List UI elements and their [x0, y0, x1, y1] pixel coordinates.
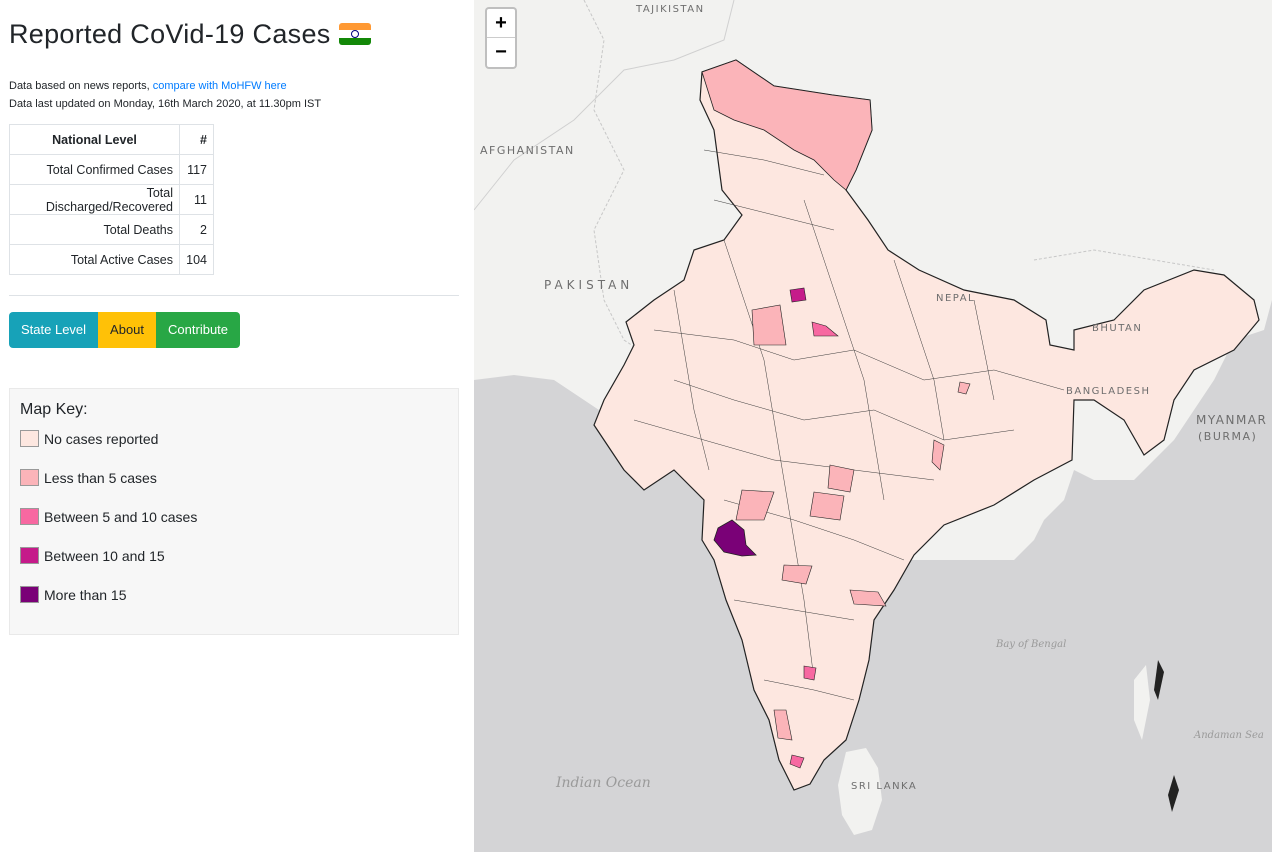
table-row: Total Discharged/Recovered 11 [9, 184, 214, 215]
legend-swatch [20, 430, 39, 447]
label-bangladesh: BANGLADESH [1066, 386, 1151, 397]
region-less-than-5 [931, 439, 945, 471]
region-5-to-10 [811, 321, 839, 337]
map-key: Map Key: No cases reported Less than 5 c… [9, 388, 459, 635]
legend-swatch [20, 469, 39, 486]
land-andaman [1134, 665, 1150, 740]
region-less-than-5 [781, 564, 813, 585]
district-lines [633, 149, 1065, 701]
region-10-to-15 [789, 287, 807, 303]
legend-label: Less than 5 cases [44, 469, 157, 486]
label-myanmar: MYANMAR [1196, 413, 1268, 427]
row-label: Total Deaths [9, 214, 180, 245]
label-afghanistan: AFGHANISTAN [480, 144, 575, 157]
land-sri-lanka [838, 748, 882, 835]
label-indian-ocean: Indian Ocean [556, 775, 651, 791]
legend-label: Between 10 and 15 [44, 547, 165, 564]
row-value: 104 [179, 244, 214, 275]
legend-item: Between 5 and 10 cases [20, 497, 448, 536]
legend-item: Between 10 and 15 [20, 536, 448, 575]
label-tajikistan: TAJIKISTAN [636, 4, 705, 15]
label-bhutan: BHUTAN [1092, 323, 1143, 334]
source-line: Data based on news reports, compare with… [9, 77, 459, 95]
row-label: Total Active Cases [9, 244, 180, 275]
region-less-than-5 [751, 304, 787, 346]
region-less-than-5 [809, 491, 845, 521]
view-button-group: State Level About Contribute [9, 312, 459, 348]
row-value: 117 [179, 154, 214, 185]
label-andaman-sea: Andaman Sea [1194, 730, 1264, 741]
row-label: Total Confirmed Cases [9, 154, 180, 185]
page-title-text: Reported CoVid-19 Cases [9, 18, 331, 49]
legend-swatch [20, 508, 39, 525]
label-sri-lanka: SRI LANKA [851, 781, 918, 792]
zoom-in-button[interactable]: + [487, 9, 515, 38]
column-header-level: National Level [9, 124, 180, 155]
region-5-to-10 [803, 665, 817, 681]
zoom-out-button[interactable]: − [495, 41, 507, 63]
column-header-count: # [179, 124, 214, 155]
map-view[interactable]: + − TAJIKISTAN AFGHANISTAN PAKISTAN NEPA… [474, 0, 1272, 852]
mohfw-link[interactable]: compare with MoHFW here [152, 80, 287, 92]
region-5-to-10 [789, 754, 805, 769]
divider [9, 295, 459, 296]
row-value: 11 [179, 184, 214, 215]
legend-label: More than 15 [44, 586, 127, 603]
table-row: Total Deaths 2 [9, 214, 214, 245]
last-updated: Data last updated on Monday, 16th March … [9, 98, 322, 110]
region-less-than-5 [735, 489, 775, 521]
label-pakistan: PAKISTAN [544, 278, 634, 292]
row-value: 2 [179, 214, 214, 245]
data-info: Data based on news reports, compare with… [9, 77, 459, 113]
contribute-button[interactable]: Contribute [156, 312, 241, 348]
state-level-button[interactable]: State Level [9, 312, 99, 348]
legend-swatch [20, 586, 39, 603]
legend-item: No cases reported [20, 419, 448, 458]
region-less-than-5 [827, 464, 855, 493]
map-key-title: Map Key: [20, 401, 88, 418]
legend-label: No cases reported [44, 430, 159, 447]
legend-swatch [20, 547, 39, 564]
region-less-than-5 [773, 709, 793, 741]
legend-item: More than 15 [20, 575, 448, 614]
map-canvas[interactable] [474, 0, 1272, 852]
national-stats-table: National Level # Total Confirmed Cases 1… [9, 124, 214, 275]
region-more-than-15 [713, 519, 757, 557]
page-title: Reported CoVid-19 Cases [9, 16, 459, 52]
left-panel: Reported CoVid-19 Cases Data based on ne… [0, 0, 474, 852]
table-row: Total Confirmed Cases 117 [9, 154, 214, 185]
label-bay-of-bengal: Bay of Bengal [996, 639, 1067, 650]
india-flag-icon [338, 23, 371, 45]
label-nepal: NEPAL [936, 293, 976, 304]
table-header-row: National Level # [9, 124, 214, 155]
legend-item: Less than 5 cases [20, 458, 448, 497]
source-text: Data based on news reports, [9, 80, 153, 92]
india-outline [593, 59, 1260, 791]
region-less-than-5 [701, 59, 873, 191]
label-burma: (BURMA) [1198, 430, 1258, 443]
legend-label: Between 5 and 10 cases [44, 508, 198, 525]
table-row: Total Active Cases 104 [9, 244, 214, 275]
row-label: Total Discharged/Recovered [9, 184, 180, 215]
zoom-control: + − [485, 7, 517, 69]
region-less-than-5 [957, 381, 971, 395]
about-button[interactable]: About [98, 312, 157, 348]
region-less-than-5 [849, 589, 887, 607]
